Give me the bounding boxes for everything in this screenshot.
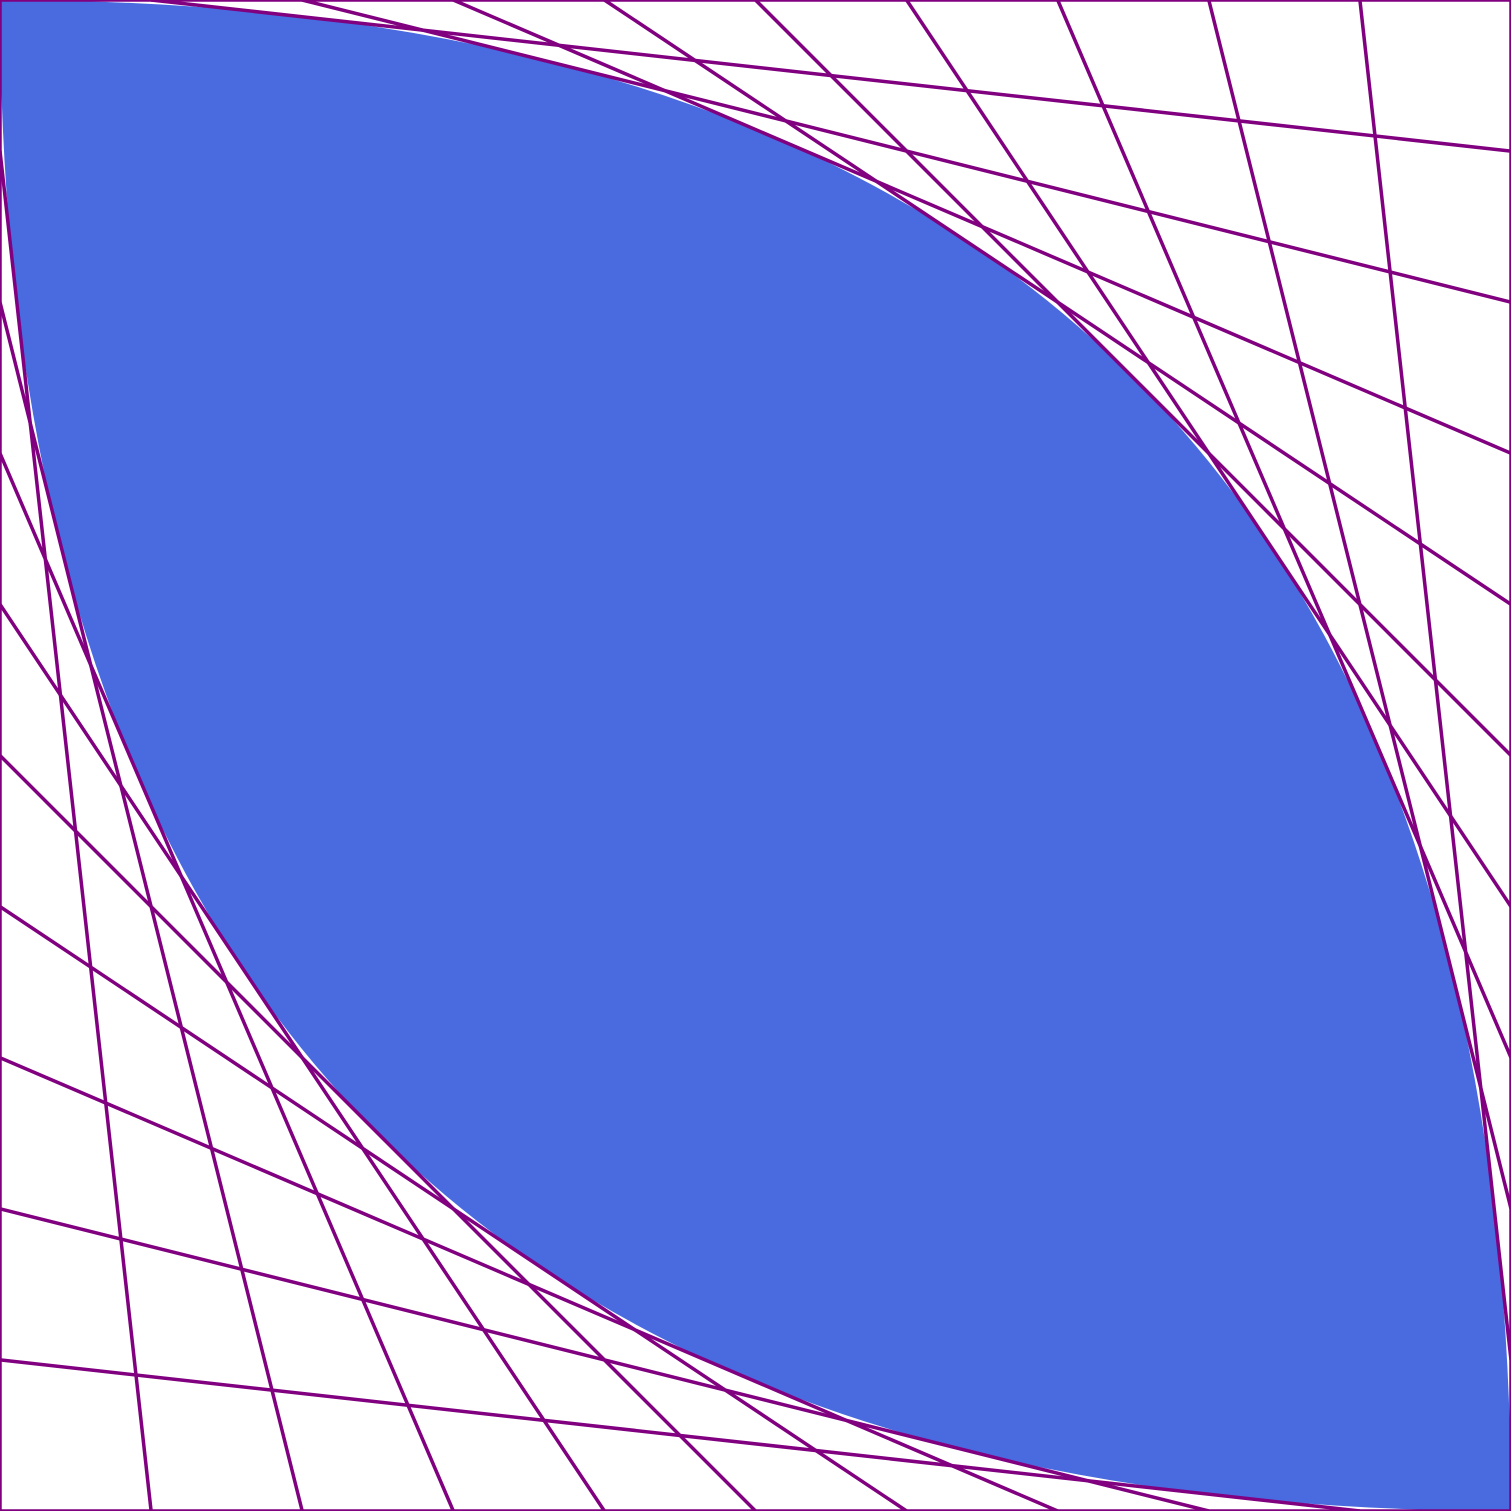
string-line-lower bbox=[0, 754, 757, 1511]
string-line-upper bbox=[754, 0, 1511, 757]
string-line-upper bbox=[1207, 0, 1511, 1210]
string-line-lower bbox=[0, 1056, 1059, 1511]
string-line-upper bbox=[1056, 0, 1511, 1059]
string-line-lower bbox=[0, 1358, 1361, 1511]
string-line-upper bbox=[1358, 0, 1511, 1361]
string-line-lower bbox=[0, 1207, 1210, 1511]
string-line-upper bbox=[905, 0, 1511, 908]
string-line-lower bbox=[0, 905, 908, 1511]
